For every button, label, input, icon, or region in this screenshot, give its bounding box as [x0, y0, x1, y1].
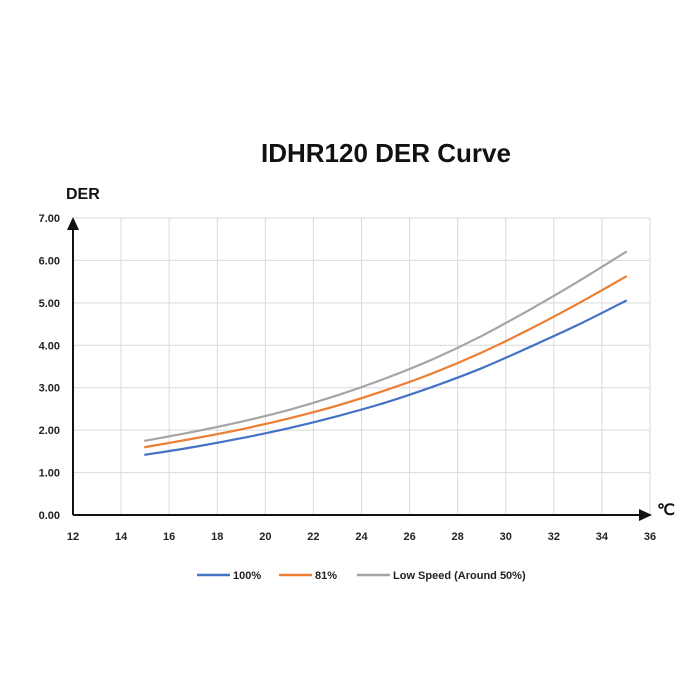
y-tick-label: 3.00: [39, 383, 60, 395]
x-tick-label: 26: [403, 531, 415, 543]
x-tick-label: 18: [211, 531, 223, 543]
series-line-1: [144, 299, 628, 456]
x-tick-label: 36: [644, 531, 656, 543]
legend-label-1: 100%: [233, 570, 261, 582]
series-lines: [144, 250, 628, 456]
legend-label-3: Low Speed (Around 50%): [393, 570, 526, 582]
chart-title: IDHR120 DER Curve: [261, 138, 511, 168]
y-tick-label: 1.00: [39, 468, 60, 480]
x-tick-label: 20: [259, 531, 271, 543]
axes: [67, 217, 652, 521]
x-tick-label: 24: [355, 531, 368, 543]
x-tick-label: 12: [67, 531, 79, 543]
x-tick-label: 22: [307, 531, 319, 543]
x-tick-label: 30: [500, 531, 512, 543]
x-tick-label: 14: [115, 531, 128, 543]
x-axis-arrow-icon: [639, 509, 652, 521]
y-tick-label: 7.00: [39, 213, 60, 225]
y-axis-arrow-icon: [67, 217, 79, 230]
x-tick-label: 32: [548, 531, 560, 543]
series-line-3: [144, 250, 628, 442]
grid: [73, 217, 651, 515]
y-tick-label: 0.00: [39, 510, 60, 522]
y-axis-label: DER: [66, 186, 100, 203]
x-tick-label: 16: [163, 531, 175, 543]
x-tick-label: 34: [596, 531, 609, 543]
y-tick-label: 2.00: [39, 425, 60, 437]
legend-label-2: 81%: [315, 570, 337, 582]
legend: 100% 81% Low Speed (Around 50%): [197, 570, 526, 582]
y-tick-label: 4.00: [39, 340, 60, 352]
series-line-2: [144, 275, 628, 449]
y-tick-label: 5.00: [39, 298, 60, 310]
x-tick-label: 28: [452, 531, 464, 543]
x-axis-label: ℃: [657, 502, 675, 519]
y-tick-label: 6.00: [39, 255, 60, 267]
tick-labels: 12 14 16 18 20 22 24 26 28 30 32 34 36 0.00 1.00 2.00 3.…: [39, 213, 657, 543]
